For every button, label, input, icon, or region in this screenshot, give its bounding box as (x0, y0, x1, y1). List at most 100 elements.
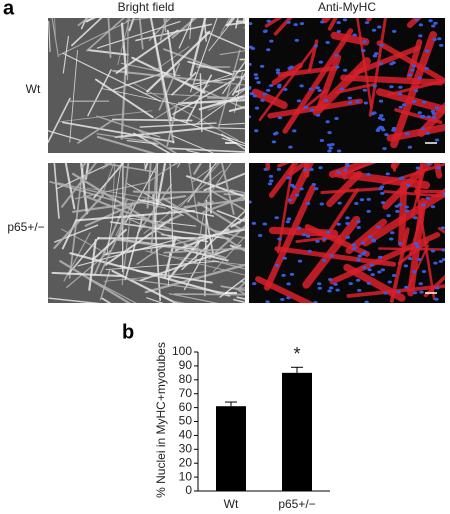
fiber (74, 181, 149, 200)
nucleus (418, 282, 423, 286)
nucleus (249, 200, 252, 204)
fiber (146, 297, 164, 303)
nucleus (378, 62, 384, 66)
x-tick-label: Wt (224, 497, 239, 511)
row-label: p65+/− (7, 220, 44, 234)
nucleus (325, 120, 330, 124)
fiber (178, 18, 194, 49)
fiber (53, 194, 104, 250)
nucleus (314, 187, 319, 191)
nucleus (380, 268, 386, 272)
nucleus (377, 255, 383, 259)
fiber (96, 20, 181, 49)
nucleus (277, 83, 282, 87)
nucleus (356, 226, 361, 230)
fiber (62, 52, 161, 102)
fiber (121, 203, 133, 286)
nucleus (413, 242, 419, 246)
y-tick-label: 0 (185, 483, 192, 497)
fiber (161, 197, 245, 253)
nucleus (380, 201, 386, 205)
nucleus (415, 245, 420, 249)
fiber (148, 18, 171, 42)
nucleus (361, 252, 366, 256)
y-tick-label: 10 (179, 469, 193, 483)
fiber (167, 200, 214, 213)
nucleus (391, 61, 396, 65)
fiber (48, 97, 71, 144)
y-tick-label: 70 (179, 386, 193, 400)
fiber (203, 18, 207, 42)
nucleus (372, 84, 377, 88)
nucleus (370, 273, 375, 277)
panel-label: a (3, 0, 15, 19)
nucleus (398, 85, 403, 89)
fiber (94, 78, 154, 119)
nucleus (313, 44, 319, 48)
fiber (216, 210, 245, 223)
nucleus (379, 43, 384, 47)
nucleus (418, 23, 424, 27)
nucleus (364, 21, 370, 25)
nucleus (327, 149, 332, 153)
fiber (126, 183, 184, 216)
nucleus (357, 254, 362, 258)
nucleus (389, 85, 394, 89)
fiber (273, 18, 293, 36)
fiber (126, 18, 129, 81)
nucleus (289, 65, 294, 69)
fiber (84, 198, 147, 227)
fiber (77, 119, 114, 144)
nucleus (432, 37, 437, 41)
column-header: Anti-MyHC (318, 0, 376, 14)
fiber (198, 95, 244, 111)
fiber (173, 300, 186, 303)
nucleus (366, 209, 371, 213)
nucleus (404, 205, 409, 209)
nucleus (376, 225, 381, 229)
nucleus (434, 297, 439, 301)
nucleus (371, 239, 377, 243)
fiber (288, 163, 310, 176)
micrograph (249, 163, 445, 303)
nucleus (286, 176, 291, 180)
nucleus (309, 108, 315, 112)
fiber (268, 163, 299, 198)
nucleus (302, 168, 308, 172)
nucleus (263, 29, 268, 33)
nucleus (317, 286, 322, 290)
nucleus (299, 22, 305, 26)
nucleus (377, 25, 382, 29)
fiber (72, 195, 187, 213)
fiber (48, 130, 82, 142)
fiber (88, 239, 97, 291)
fiber (383, 190, 445, 198)
nucleus (330, 142, 335, 146)
nucleus (366, 197, 371, 201)
nucleus (322, 237, 327, 241)
nucleus (366, 281, 372, 285)
nucleus (296, 226, 302, 230)
nucleus (292, 129, 297, 133)
nucleus (269, 39, 274, 43)
fiber (57, 110, 153, 123)
fiber (172, 78, 235, 115)
nucleus (249, 22, 253, 26)
fiber (104, 163, 158, 174)
fiber (276, 163, 295, 254)
nucleus (410, 68, 415, 72)
fiber (264, 18, 283, 28)
fiber (115, 29, 179, 74)
nucleus (254, 106, 260, 110)
nucleus (441, 257, 445, 261)
fiber (138, 129, 178, 153)
fiber (205, 31, 245, 50)
nucleus (296, 99, 302, 103)
fiber (320, 187, 382, 195)
fiber (326, 170, 363, 208)
fiber (255, 276, 315, 303)
nucleus (319, 202, 324, 206)
nucleus (434, 138, 440, 142)
nucleus (386, 214, 391, 218)
nucleus (360, 241, 365, 245)
